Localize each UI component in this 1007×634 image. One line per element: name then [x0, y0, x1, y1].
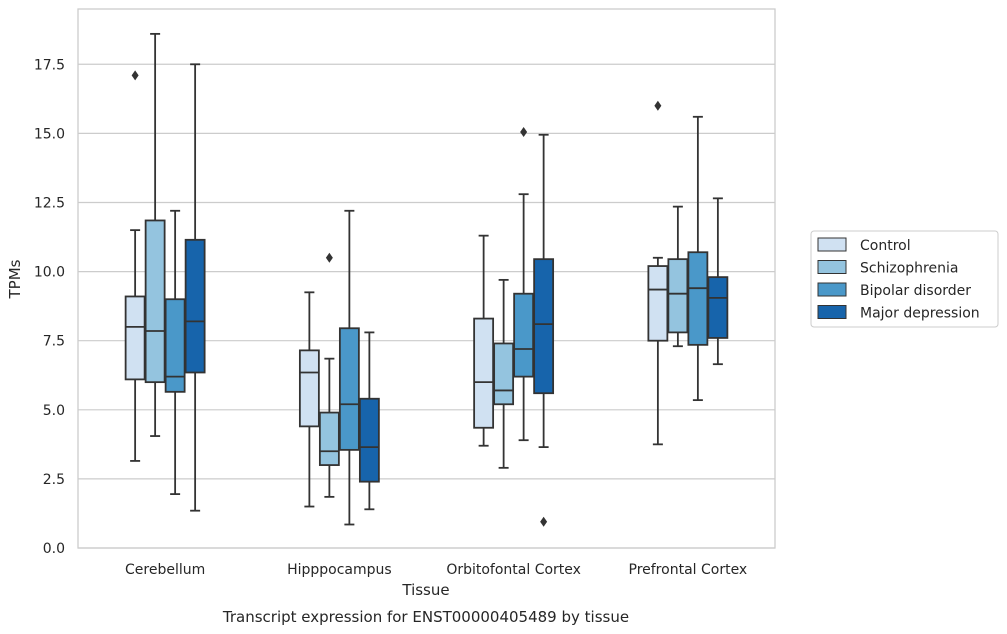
outlier-point	[540, 516, 548, 527]
plot-frame	[77, 8, 776, 549]
legend-swatch	[817, 260, 847, 274]
x-tick-label: Cerebellum	[125, 562, 205, 578]
y-tick-label: 12.5	[34, 195, 65, 211]
box-schizophrenia	[493, 278, 515, 469]
box-iqr	[493, 342, 515, 406]
box-iqr	[533, 258, 555, 395]
y-tick-label: 5.0	[43, 403, 65, 419]
box-major-depression	[707, 197, 729, 366]
x-tick-label: Hipppocampus	[287, 562, 392, 578]
legend-swatch	[817, 237, 847, 252]
outlier-point	[325, 252, 333, 263]
box-iqr	[667, 258, 689, 334]
y-tick-label: 15.0	[34, 126, 65, 142]
box-bipolar-disorder	[164, 209, 186, 496]
legend: Control Schizophrenia Bipolar disorder Majo…	[810, 230, 999, 328]
box-bipolar-disorder	[513, 127, 535, 442]
box-iqr	[358, 397, 380, 483]
box-iqr	[647, 265, 669, 342]
box-iqr	[707, 276, 729, 339]
chart-caption: Transcript expression for ENST0000040548…	[222, 608, 629, 626]
y-axis-title: TPMs	[6, 259, 24, 299]
box-schizophrenia	[318, 252, 340, 498]
legend-label: Major depression	[860, 306, 980, 322]
y-tick-label: 17.5	[34, 57, 65, 73]
outlier-point	[131, 70, 139, 81]
legend-label: Schizophrenia	[860, 261, 958, 277]
x-axis-ticks: Cerebellum Hipppocampus Orbitofontal Corte…	[125, 562, 747, 578]
box-iqr	[318, 411, 340, 466]
box-schizophrenia	[144, 32, 166, 437]
box-major-depression	[533, 133, 555, 527]
box-iqr	[338, 327, 360, 451]
legend-swatch	[817, 305, 847, 319]
y-tick-label: 2.5	[43, 472, 65, 488]
boxes	[124, 32, 729, 527]
y-tick-label: 10.0	[34, 265, 65, 281]
box-iqr	[473, 317, 495, 429]
box-iqr	[513, 292, 535, 378]
box-schizophrenia	[667, 205, 689, 348]
legend-label: Control	[860, 238, 911, 254]
box-control	[124, 70, 146, 462]
box-bipolar-disorder	[338, 209, 360, 526]
legend-swatch	[817, 282, 847, 297]
x-tick-label: Prefrontal Cortex	[629, 562, 748, 578]
x-tick-label: Orbitofontal Cortex	[446, 562, 581, 578]
outlier-point	[654, 100, 662, 111]
legend-frame	[810, 230, 999, 328]
box-bipolar-disorder	[687, 115, 709, 402]
legend-label: Bipolar disorder	[860, 283, 971, 299]
outlier-point	[520, 127, 528, 138]
box-iqr	[298, 349, 320, 428]
y-tick-label: 0.0	[43, 541, 65, 557]
box-major-depression	[358, 331, 380, 511]
box-iqr	[184, 238, 206, 374]
box-control	[298, 291, 320, 508]
y-tick-label: 7.5	[43, 334, 65, 350]
box-iqr	[124, 295, 146, 381]
box-control	[647, 100, 669, 446]
box-iqr	[687, 251, 709, 346]
box-iqr	[144, 219, 166, 384]
box-major-depression	[184, 63, 206, 512]
y-axis-ticks: 0.0 2.5 5.0 7.5 10.0 12.5 15.0 17.5	[34, 57, 65, 557]
box-control	[473, 234, 495, 447]
x-axis-title: Tissue	[401, 581, 449, 599]
box-iqr	[164, 298, 186, 393]
